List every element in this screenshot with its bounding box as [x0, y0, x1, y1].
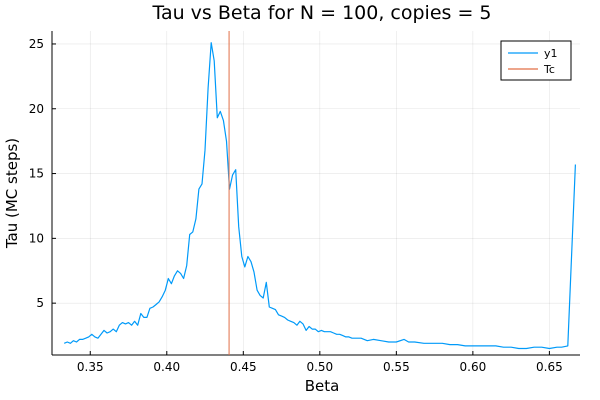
x-tick-label: 0.50 — [306, 360, 333, 374]
y-tick-label: 25 — [29, 37, 44, 51]
axes-layer — [51, 31, 580, 356]
x-tick-label: 0.55 — [383, 360, 410, 374]
x-tick-label: 0.60 — [460, 360, 487, 374]
x-tick-label: 0.65 — [536, 360, 563, 374]
grid-layer — [52, 31, 580, 355]
legend-box — [500, 40, 572, 81]
x-tick-label: 0.45 — [230, 360, 257, 374]
x-axis-label: Beta — [305, 377, 340, 395]
y-tick-label: 15 — [29, 167, 44, 181]
legend-label-tc: Tc — [543, 63, 555, 76]
chart-title: Tau vs Beta for N = 100, copies = 5 — [151, 2, 491, 24]
y-tick-label: 10 — [29, 231, 44, 245]
series-layer — [63, 31, 576, 355]
y1-series-line — [63, 42, 576, 350]
legend: y1 Tc — [500, 40, 572, 81]
y-axis-label: Tau (MC steps) — [3, 138, 21, 249]
x-tick-label: 0.40 — [153, 360, 180, 374]
legend-label-y1: y1 — [544, 47, 558, 60]
x-tick-label: 0.35 — [77, 360, 104, 374]
ticks-layer: 0.35 0.40 0.45 0.50 0.55 0.60 0.65 5 10 15 20 25 — [29, 37, 563, 374]
y-tick-label: 20 — [29, 102, 44, 116]
y-tick-label: 5 — [36, 296, 44, 310]
